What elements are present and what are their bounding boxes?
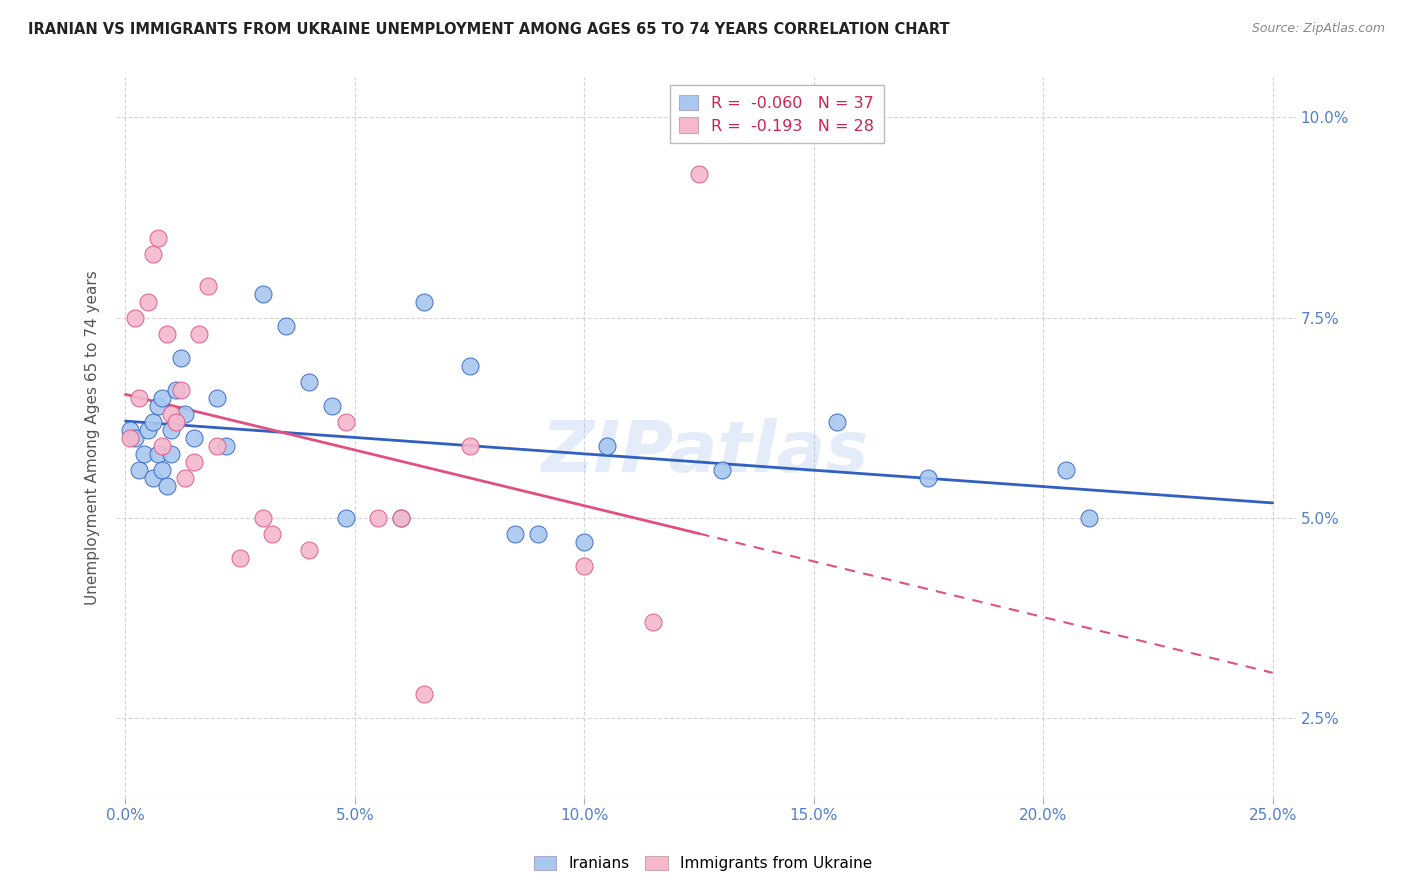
Point <box>128 463 150 477</box>
Point <box>458 439 481 453</box>
Point <box>367 511 389 525</box>
Point <box>298 542 321 557</box>
Point <box>142 471 165 485</box>
Point <box>183 431 205 445</box>
Point <box>321 399 343 413</box>
Text: IRANIAN VS IMMIGRANTS FROM UKRAINE UNEMPLOYMENT AMONG AGES 65 TO 74 YEARS CORREL: IRANIAN VS IMMIGRANTS FROM UKRAINE UNEMP… <box>28 22 949 37</box>
Text: ZIPatlas: ZIPatlas <box>543 417 870 487</box>
Point <box>118 423 141 437</box>
Point <box>335 511 357 525</box>
Point <box>205 391 228 405</box>
Point <box>711 463 734 477</box>
Point <box>124 310 146 325</box>
Y-axis label: Unemployment Among Ages 65 to 74 years: Unemployment Among Ages 65 to 74 years <box>86 270 100 605</box>
Point <box>197 278 219 293</box>
Point <box>169 383 191 397</box>
Point <box>150 463 173 477</box>
Point <box>183 455 205 469</box>
Point <box>165 415 187 429</box>
Legend: Iranians, Immigrants from Ukraine: Iranians, Immigrants from Ukraine <box>527 849 879 877</box>
Point <box>156 326 179 341</box>
Point <box>412 687 434 701</box>
Point <box>412 294 434 309</box>
Point <box>389 511 412 525</box>
Point <box>205 439 228 453</box>
Point <box>156 479 179 493</box>
Point <box>252 511 274 525</box>
Point <box>187 326 209 341</box>
Point <box>298 375 321 389</box>
Point <box>128 391 150 405</box>
Point <box>335 415 357 429</box>
Point <box>132 447 155 461</box>
Point <box>174 471 197 485</box>
Point <box>165 383 187 397</box>
Point <box>229 550 252 565</box>
Point <box>124 431 146 445</box>
Point <box>527 526 550 541</box>
Point <box>160 407 183 421</box>
Point <box>142 415 165 429</box>
Point <box>262 526 284 541</box>
Point <box>252 286 274 301</box>
Point <box>118 431 141 445</box>
Point <box>1054 463 1077 477</box>
Point <box>643 615 665 629</box>
Point <box>146 230 169 244</box>
Point <box>150 391 173 405</box>
Point <box>505 526 527 541</box>
Point <box>138 423 160 437</box>
Point <box>596 439 619 453</box>
Point <box>169 351 191 365</box>
Point <box>917 471 939 485</box>
Point <box>215 439 238 453</box>
Text: Source: ZipAtlas.com: Source: ZipAtlas.com <box>1251 22 1385 36</box>
Point <box>458 359 481 373</box>
Point <box>138 294 160 309</box>
Point <box>160 447 183 461</box>
Point <box>146 399 169 413</box>
Point <box>688 167 710 181</box>
Point <box>1078 511 1101 525</box>
Point <box>174 407 197 421</box>
Point <box>160 423 183 437</box>
Point <box>150 439 173 453</box>
Point <box>142 246 165 260</box>
Point <box>146 447 169 461</box>
Point <box>574 534 596 549</box>
Point <box>389 511 412 525</box>
Point <box>274 318 297 333</box>
Legend: R =  -0.060   N = 37, R =  -0.193   N = 28: R = -0.060 N = 37, R = -0.193 N = 28 <box>669 86 884 144</box>
Point <box>825 415 848 429</box>
Point <box>574 558 596 573</box>
